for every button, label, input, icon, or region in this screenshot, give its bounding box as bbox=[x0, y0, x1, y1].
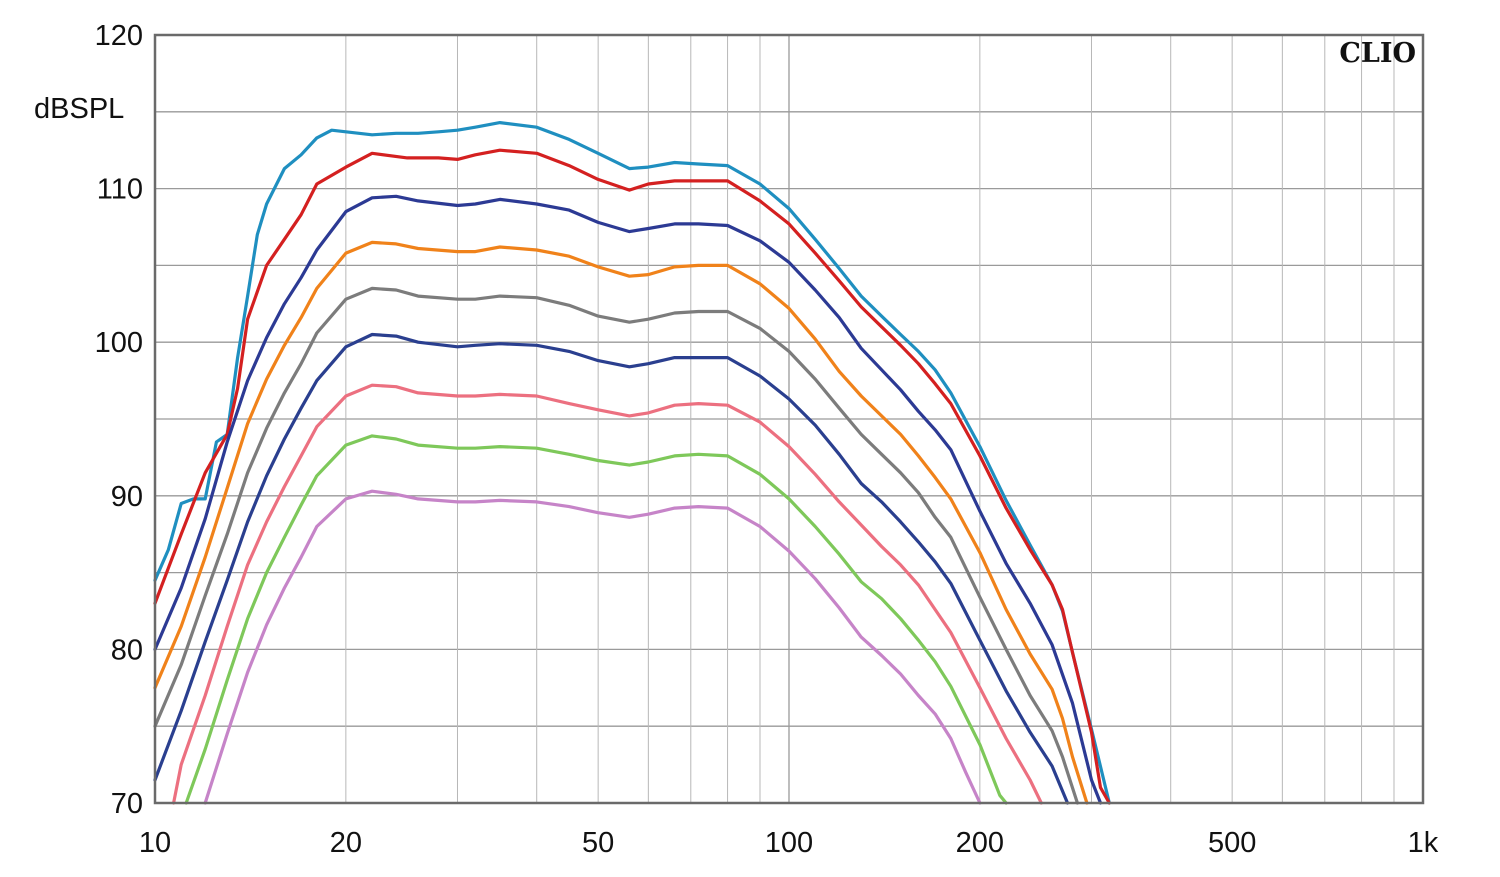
series-line-4 bbox=[153, 240, 1089, 805]
series-line-1 bbox=[153, 121, 1111, 805]
series-line-3 bbox=[153, 194, 1103, 805]
x-tick-label: 500 bbox=[1208, 827, 1256, 859]
y-tick-label: 90 bbox=[111, 481, 143, 513]
series-line-5 bbox=[153, 286, 1079, 805]
x-tick-label: 10 bbox=[139, 827, 171, 859]
x-axis-tick-labels: 10 20 50 100 200 500 1k bbox=[139, 827, 1439, 859]
y-tick-label: 120 bbox=[95, 20, 143, 52]
y-tick-label: 70 bbox=[111, 788, 143, 820]
x-tick-label: 1k bbox=[1408, 827, 1439, 859]
series-line-7 bbox=[172, 383, 1043, 805]
brand-logo-text: CLIO bbox=[1339, 38, 1416, 69]
series-line-9 bbox=[203, 489, 982, 805]
y-axis-unit-label: dBSPL bbox=[34, 93, 124, 125]
x-tick-label: 20 bbox=[330, 827, 362, 859]
series-line-6 bbox=[153, 332, 1070, 805]
y-tick-label: 100 bbox=[95, 327, 143, 359]
series-line-2 bbox=[153, 148, 1111, 805]
x-tick-label: 50 bbox=[582, 827, 614, 859]
plot-frame bbox=[153, 33, 1425, 805]
x-tick-label: 200 bbox=[956, 827, 1004, 859]
series-line-8 bbox=[184, 434, 1008, 805]
y-tick-label: 110 bbox=[97, 174, 143, 206]
y-axis-tick-labels: 70 80 90 100 110 120 bbox=[95, 20, 143, 820]
series-group bbox=[153, 121, 1111, 805]
x-tick-label: 100 bbox=[765, 827, 813, 859]
y-tick-label: 80 bbox=[111, 634, 143, 666]
